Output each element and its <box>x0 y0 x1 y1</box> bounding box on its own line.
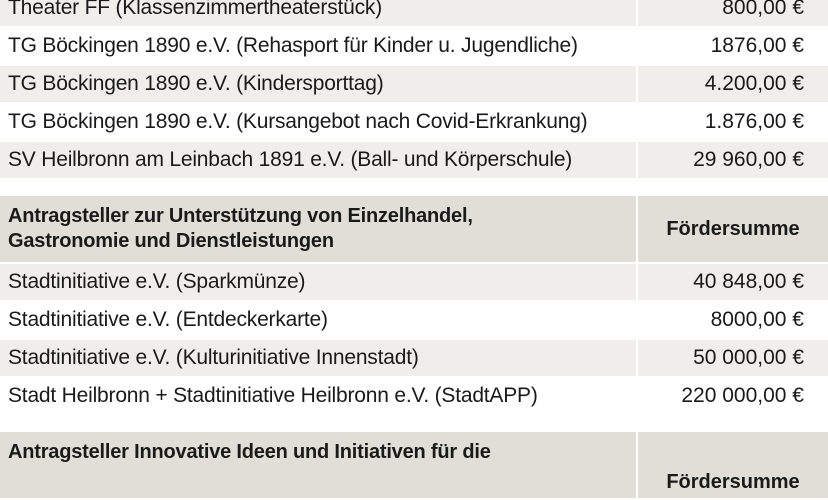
section-header-amount: Fördersumme <box>666 471 800 493</box>
applicant-name: TG Böckingen 1890 e.V. (Kursangebot nach… <box>0 104 638 140</box>
section-header-line: Antragsteller Innovative Ideen und Initi… <box>8 441 491 463</box>
section-header-line: Gastronomie und Dienstleistungen <box>8 230 334 252</box>
section-spacer <box>0 180 828 196</box>
funding-amount: 800,00 € <box>722 0 804 19</box>
funding-amount: 4.200,00 € <box>704 72 804 95</box>
funding-amount: 29 960,00 € <box>693 148 804 171</box>
section-spacer <box>0 416 828 432</box>
applicant-name: Theater FF (Klassenzimmertheaterstück) <box>0 0 638 26</box>
funding-amount: 40 848,00 € <box>693 270 804 293</box>
funding-amount: 8000,00 € <box>710 308 804 331</box>
section-header-title: Antragsteller Innovative Ideen und Initi… <box>0 432 638 498</box>
applicant-name: TG Böckingen 1890 e.V. (Rehasport für Ki… <box>0 28 638 64</box>
section-header: Antragsteller zur Unterstützung von Einz… <box>0 196 828 264</box>
section-header-line: Antragsteller zur Unterstützung von Einz… <box>8 205 473 227</box>
table-row: Stadtinitiative e.V. (Entdeckerkarte) 80… <box>0 302 828 340</box>
funding-amount: 50 000,00 € <box>693 346 804 369</box>
applicant-name: Stadtinitiative e.V. (Entdeckerkarte) <box>0 302 638 338</box>
applicant-name: SV Heilbronn am Leinbach 1891 e.V. (Ball… <box>0 142 638 178</box>
section-header-amount: Fördersumme <box>666 217 800 240</box>
table-row: Stadtinitiative e.V. (Sparkmünze) 40 848… <box>0 264 828 302</box>
table-row: TG Böckingen 1890 e.V. (Kursangebot nach… <box>0 104 828 142</box>
funding-amount: 1.876,00 € <box>704 110 804 133</box>
table-row: TG Böckingen 1890 e.V. (Rehasport für Ki… <box>0 28 828 66</box>
table-row: Stadtinitiative e.V. (Kulturinitiative I… <box>0 340 828 378</box>
funding-amount: 1876,00 € <box>710 34 804 57</box>
table-row: Theater FF (Klassenzimmertheaterstück) 8… <box>0 0 828 28</box>
applicant-name: TG Böckingen 1890 e.V. (Kindersporttag) <box>0 66 638 102</box>
funding-amount: 220 000,00 € <box>681 384 804 407</box>
table-row: Stadt Heilbronn + Stadtinitiative Heilbr… <box>0 378 828 416</box>
section-header-title: Antragsteller zur Unterstützung von Einz… <box>0 196 638 262</box>
applicant-name: Stadtinitiative e.V. (Sparkmünze) <box>0 264 638 300</box>
table-row: SV Heilbronn am Leinbach 1891 e.V. (Ball… <box>0 142 828 180</box>
section-header: Antragsteller Innovative Ideen und Initi… <box>0 432 828 500</box>
applicant-name: Stadtinitiative e.V. (Kulturinitiative I… <box>0 340 638 376</box>
table-row: TG Böckingen 1890 e.V. (Kindersporttag) … <box>0 66 828 104</box>
applicant-name: Stadt Heilbronn + Stadtinitiative Heilbr… <box>0 378 638 414</box>
